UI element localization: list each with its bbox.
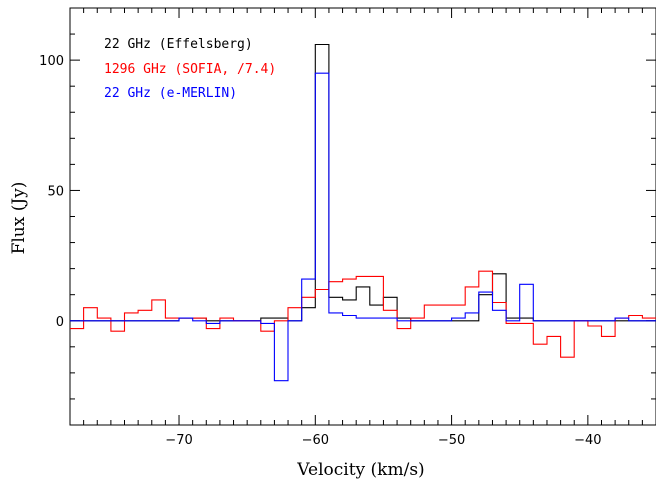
series-line-2 xyxy=(70,270,656,358)
legend: 22 GHz (Effelsberg) 1296 GHz (SOFIA, /7.4… xyxy=(104,37,276,101)
series-line-3 xyxy=(70,72,656,382)
series-layer xyxy=(70,43,656,382)
y-axis-title: Flux (Jy) xyxy=(9,182,29,255)
y-tick-label: 0 xyxy=(56,315,64,330)
x-tick-label: −50 xyxy=(438,433,465,448)
legend-entry-1: 22 GHz (Effelsberg) xyxy=(104,37,253,52)
legend-entry-3: 22 GHz (e-MERLIN) xyxy=(104,86,237,101)
x-tick-label: −60 xyxy=(302,433,329,448)
y-tick-label: 50 xyxy=(47,184,64,199)
legend-entry-2: 1296 GHz (SOFIA, /7.4) xyxy=(104,62,276,77)
x-axis-title: Velocity (km/s) xyxy=(296,460,424,480)
y-tick-label: 100 xyxy=(39,54,64,69)
x-tick-label: −70 xyxy=(165,433,192,448)
x-axis: −70 −60 −50 −40 xyxy=(69,8,656,448)
x-tick-label: −40 xyxy=(574,433,601,448)
